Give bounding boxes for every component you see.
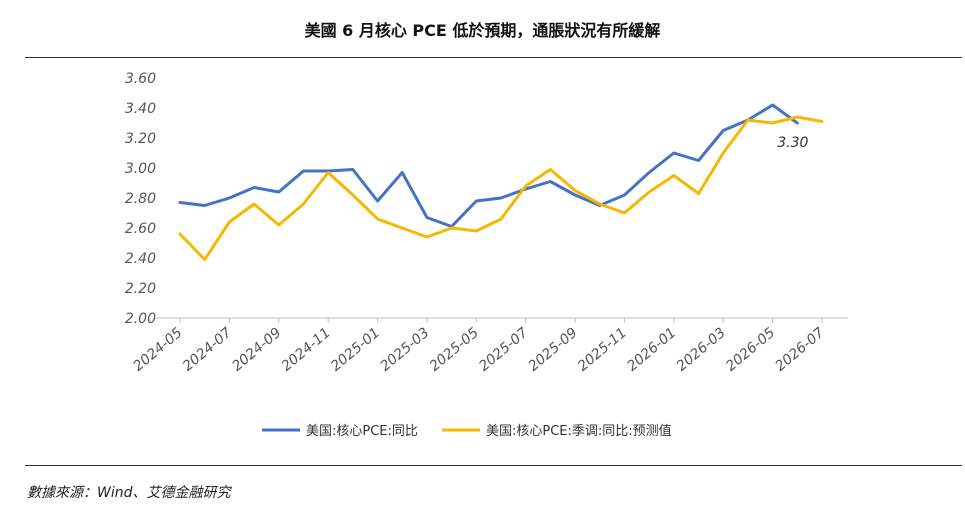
x-tick-label: 2025-01 [328, 325, 383, 375]
x-tick-label: 2025-11 [575, 325, 630, 375]
legend: 美国:核心PCE:同比 美国:核心PCE:季调:同比:预测值 [262, 423, 672, 439]
x-tick-label: 2024-05 [130, 325, 185, 375]
x-tick-label: 2025-05 [427, 325, 482, 375]
series-line-2 [178, 115, 824, 261]
x-tick-label: 2026-03 [674, 325, 729, 375]
y-tick-label: 3.60 [125, 71, 156, 87]
x-tick-label: 2025-07 [476, 325, 531, 375]
x-tick-label: 2024-09 [229, 325, 284, 375]
top-rule [25, 57, 962, 58]
y-tick-label: 2.40 [125, 251, 156, 267]
x-axis: 2024-052024-072024-092024-112025-012025-… [130, 317, 848, 375]
legend-label-1: 美国:核心PCE:同比 [306, 424, 418, 439]
x-tick-label: 2024-07 [180, 325, 235, 375]
y-tick-label: 2.80 [125, 191, 156, 207]
x-tick-label: 2026-07 [772, 325, 827, 375]
y-tick-label: 3.00 [125, 161, 156, 177]
bottom-rule [25, 465, 962, 466]
y-tick-label: 3.20 [125, 131, 156, 147]
x-tick-label: 2024-11 [279, 325, 334, 375]
x-tick-label: 2026-01 [624, 325, 679, 375]
y-tick-label: 3.40 [125, 101, 156, 117]
legend-label-2: 美国:核心PCE:季调:同比:预测值 [486, 423, 672, 439]
y-tick-label: 2.60 [125, 221, 156, 237]
y-tick-label: 2.00 [125, 311, 156, 327]
line-chart: 2.00 2.20 2.40 2.60 2.80 3.00 3.20 3.40 3.60 202… [125, 71, 848, 439]
source-note: 數據來源：Wind、艾德金融研究 [27, 485, 231, 501]
x-tick-label: 2025-09 [526, 325, 581, 375]
end-value-label: 3.30 [777, 135, 808, 151]
x-tick-label: 2026-05 [723, 325, 778, 375]
y-tick-label: 2.20 [125, 281, 156, 297]
y-axis: 2.00 2.20 2.40 2.60 2.80 3.00 3.20 3.40 3.60 [125, 71, 156, 327]
series-line-1 [178, 103, 799, 228]
x-tick-label: 2025-03 [377, 325, 432, 375]
series-lines [178, 103, 824, 261]
annotation-group: 3.30 [777, 135, 808, 151]
chart-title: 美國 6 月核心 PCE 低於預期，通脹狀況有所緩解 [304, 21, 661, 40]
